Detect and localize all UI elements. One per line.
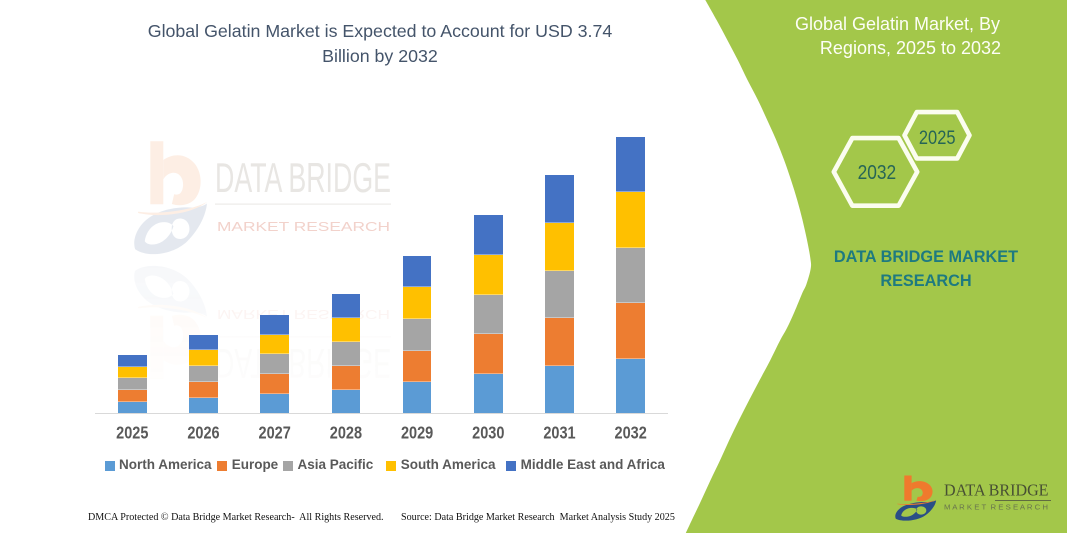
svg-text:DATA BRIDGE: DATA BRIDGE bbox=[215, 340, 391, 387]
svg-text:M A R K E T R E S E A R C H: M A R K E T R E S E A R C H bbox=[944, 505, 1048, 512]
svg-text:DATA BRIDGE: DATA BRIDGE bbox=[215, 154, 391, 201]
svg-text:MARKET RESEARCH: MARKET RESEARCH bbox=[217, 307, 390, 322]
svg-text:MARKET RESEARCH: MARKET RESEARCH bbox=[217, 219, 390, 234]
svg-text:2032: 2032 bbox=[858, 162, 897, 184]
svg-text:DATA BRIDGE: DATA BRIDGE bbox=[944, 480, 1049, 500]
svg-text:2025: 2025 bbox=[919, 127, 956, 149]
